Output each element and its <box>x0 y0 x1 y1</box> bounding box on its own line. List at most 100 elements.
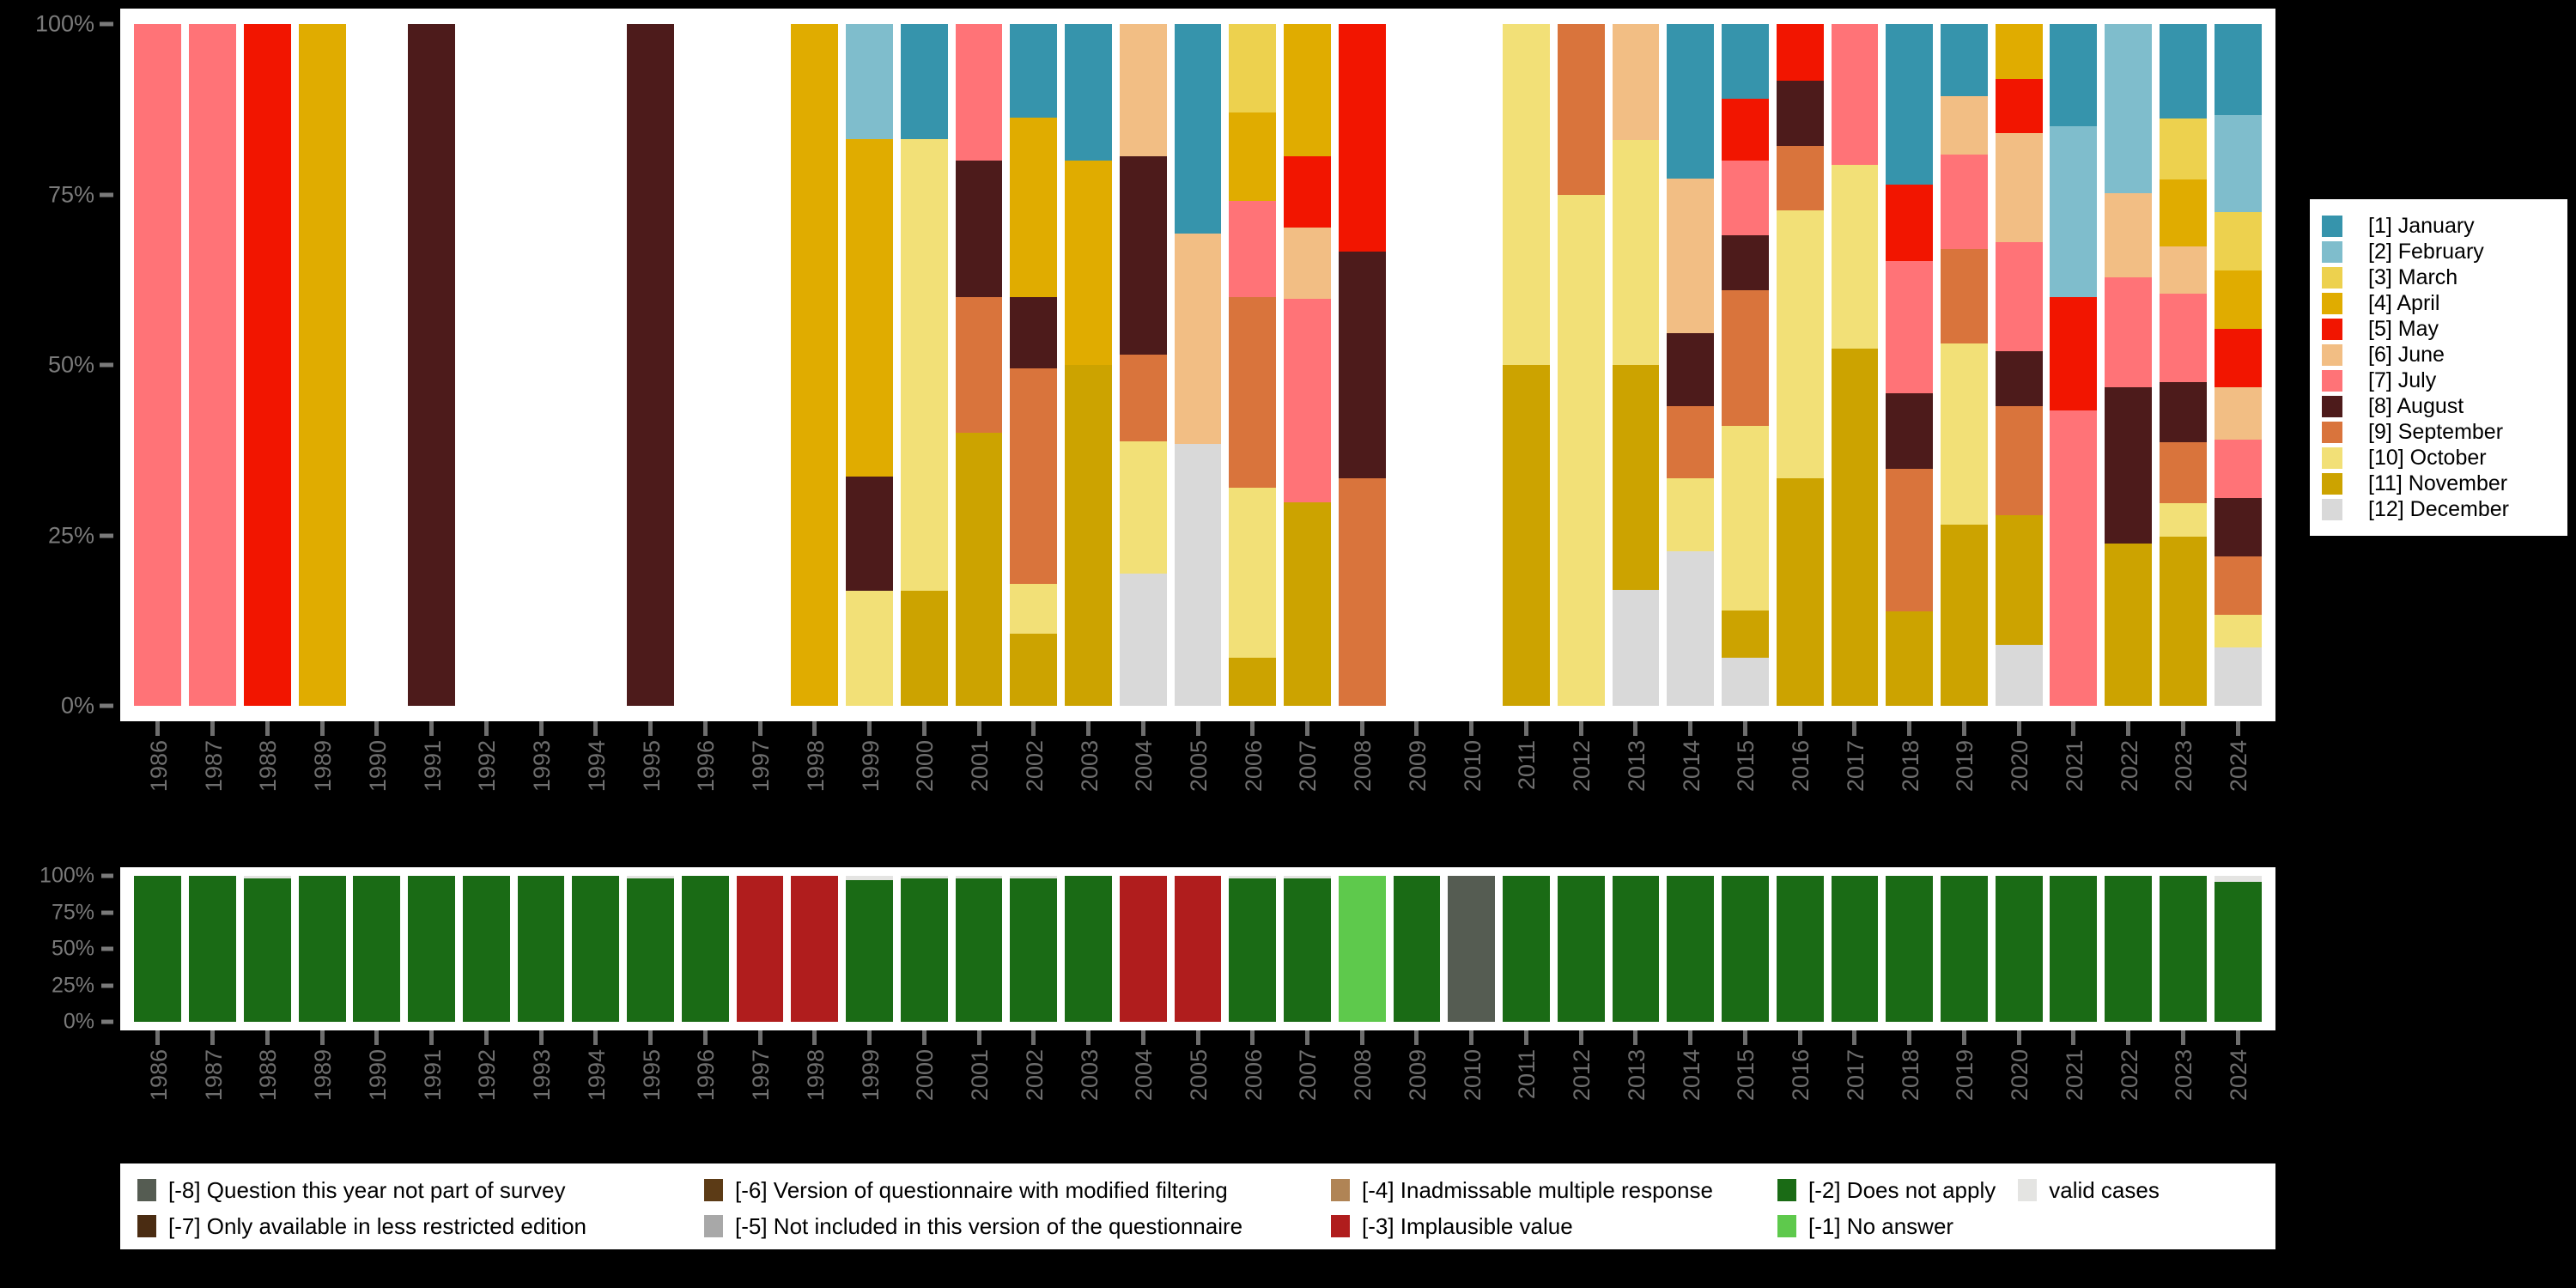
month-bar-segment[interactable] <box>1557 194 1605 706</box>
month-bar-segment[interactable] <box>1995 644 2043 706</box>
month-bar-segment[interactable] <box>2159 442 2207 504</box>
month-bar-segment[interactable] <box>2159 537 2207 706</box>
month-bar-segment[interactable] <box>1941 343 1988 525</box>
month-bar-1998[interactable] <box>791 24 839 706</box>
month-bar-segment[interactable] <box>1722 99 1769 161</box>
month-bar-2021[interactable] <box>2050 24 2098 706</box>
month-bar-segment[interactable] <box>900 591 948 706</box>
month-bar-segment[interactable] <box>1284 24 1331 157</box>
validity-bar-1998[interactable] <box>791 876 839 1022</box>
month-bar-segment[interactable] <box>1886 24 1934 185</box>
month-bar-2019[interactable] <box>1941 24 1988 706</box>
month-bar-2002[interactable] <box>1010 24 1058 706</box>
month-bar-segment[interactable] <box>846 591 893 706</box>
month-bar-segment[interactable] <box>1503 24 1550 365</box>
validity-bar-segment[interactable] <box>627 878 674 1022</box>
month-bar-segment[interactable] <box>2159 118 2207 179</box>
month-bar-segment[interactable] <box>243 24 291 706</box>
month-bar-segment[interactable] <box>1284 156 1331 228</box>
month-bar-segment[interactable] <box>791 24 839 706</box>
month-bar-segment[interactable] <box>2159 294 2207 382</box>
validity-bar-2021[interactable] <box>2050 876 2098 1022</box>
validity-bar-segment[interactable] <box>1776 876 1824 1022</box>
month-bar-segment[interactable] <box>1065 24 1112 161</box>
month-bar-segment[interactable] <box>1229 112 1277 202</box>
month-bar-2011[interactable] <box>1503 24 1550 706</box>
month-bar-segment[interactable] <box>2214 24 2262 115</box>
month-bar-segment[interactable] <box>1776 145 1824 211</box>
month-legend-item[interactable]: [11] November <box>2322 471 2559 496</box>
month-bar-segment[interactable] <box>1667 24 1715 179</box>
validity-bar-segment[interactable] <box>1941 876 1988 1022</box>
month-bar-segment[interactable] <box>1941 24 1988 97</box>
month-bar-2018[interactable] <box>1886 24 1934 706</box>
month-bar-segment[interactable] <box>2050 296 2098 410</box>
validity-bar-1991[interactable] <box>408 876 455 1022</box>
month-bar-segment[interactable] <box>408 24 455 706</box>
month-bar-segment[interactable] <box>2050 410 2098 706</box>
validity-bar-segment[interactable] <box>1393 876 1441 1022</box>
month-bar-segment[interactable] <box>2159 179 2207 247</box>
month-bar-segment[interactable] <box>2105 276 2153 388</box>
month-bar-1986[interactable] <box>134 24 182 706</box>
month-bar-segment[interactable] <box>1284 501 1331 706</box>
month-bar-2013[interactable] <box>1612 24 1660 706</box>
month-bar-segment[interactable] <box>2214 212 2262 271</box>
month-bar-segment[interactable] <box>2159 381 2207 443</box>
validity-bar-2004[interactable] <box>1119 876 1167 1022</box>
month-bar-segment[interactable] <box>1119 573 1167 706</box>
validity-bar-segment[interactable] <box>1229 878 1277 1022</box>
month-bar-segment[interactable] <box>2050 24 2098 127</box>
month-bar-segment[interactable] <box>1776 210 1824 479</box>
validity-bar-segment[interactable] <box>1557 876 1605 1022</box>
month-bar-segment[interactable] <box>1667 405 1715 479</box>
validity-bar-segment[interactable] <box>846 876 893 881</box>
month-bar-segment[interactable] <box>1831 349 1879 706</box>
month-bar-segment[interactable] <box>1174 24 1222 234</box>
validity-bar-2010[interactable] <box>1448 876 1496 1022</box>
month-bar-segment[interactable] <box>846 476 893 592</box>
validity-bar-segment[interactable] <box>736 876 784 1022</box>
month-bar-segment[interactable] <box>1174 234 1222 444</box>
validity-bar-segment[interactable] <box>1722 876 1769 1022</box>
month-bar-segment[interactable] <box>900 138 948 592</box>
month-bar-segment[interactable] <box>1119 24 1167 157</box>
month-bar-segment[interactable] <box>2050 126 2098 297</box>
month-bar-segment[interactable] <box>1995 405 2043 515</box>
validity-bar-2006[interactable] <box>1229 876 1277 1022</box>
validity-bar-2005[interactable] <box>1174 876 1222 1022</box>
validity-bar-1990[interactable] <box>353 876 401 1022</box>
validity-bar-segment[interactable] <box>1338 876 1386 1022</box>
month-bar-segment[interactable] <box>1612 139 1660 365</box>
month-bar-segment[interactable] <box>1557 24 1605 195</box>
month-bar-segment[interactable] <box>1995 351 2043 406</box>
month-bar-segment[interactable] <box>1010 634 1058 706</box>
validity-bar-segment[interactable] <box>1229 876 1277 879</box>
validity-bar-1993[interactable] <box>517 876 565 1022</box>
validity-bar-segment[interactable] <box>2050 876 2098 1022</box>
validity-bar-segment[interactable] <box>1174 876 1222 1022</box>
month-bar-segment[interactable] <box>1722 658 1769 706</box>
validity-bar-segment[interactable] <box>1010 878 1058 1022</box>
validity-legend-item[interactable]: [-3] Implausible value <box>1331 1208 1777 1244</box>
validity-legend-item[interactable]: [-1] No answer <box>1777 1208 2164 1244</box>
month-bar-1995[interactable] <box>627 24 674 706</box>
month-bar-segment[interactable] <box>1010 24 1058 118</box>
month-bar-2006[interactable] <box>1229 24 1277 706</box>
validity-bar-segment[interactable] <box>1284 876 1331 879</box>
month-legend-item[interactable]: [7] July <box>2322 368 2559 393</box>
month-bar-segment[interactable] <box>1338 251 1386 479</box>
validity-bar-segment[interactable] <box>1995 876 2043 1022</box>
validity-bar-1997[interactable] <box>736 876 784 1022</box>
month-bar-segment[interactable] <box>1886 260 1934 394</box>
month-bar-segment[interactable] <box>1941 155 1988 249</box>
validity-bar-2000[interactable] <box>900 876 948 1022</box>
month-bar-segment[interactable] <box>189 24 237 706</box>
month-legend-item[interactable]: [10] October <box>2322 445 2559 471</box>
month-bar-2014[interactable] <box>1667 24 1715 706</box>
month-bar-segment[interactable] <box>846 138 893 477</box>
month-bar-1988[interactable] <box>243 24 291 706</box>
validity-bar-segment[interactable] <box>408 876 455 1022</box>
month-bar-segment[interactable] <box>955 433 1003 706</box>
validity-bar-1994[interactable] <box>572 876 620 1022</box>
